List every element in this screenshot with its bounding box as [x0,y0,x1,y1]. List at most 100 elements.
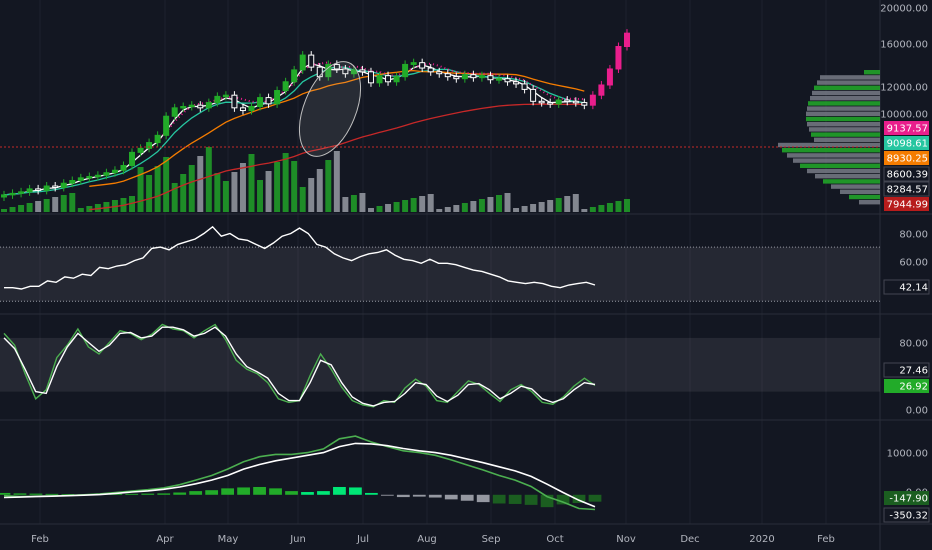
macd-panel[interactable] [0,435,602,511]
volume-bar [393,202,400,212]
macd-histogram-bar [588,494,602,502]
volume-profile-bar [812,90,880,96]
volume-profile-bar [800,163,880,168]
volume-bar [248,154,255,212]
price-panel[interactable] [0,29,880,212]
candle-body [18,191,25,194]
candle-body [205,102,212,109]
volume-bar [197,156,204,212]
macd-histogram-bar [61,494,75,495]
time-tick-label: Dec [680,534,699,545]
macd-value-label: -350.32 [889,511,928,522]
volume-bar [513,208,520,212]
candle-body [470,74,477,79]
macd-histogram-bar [333,486,346,495]
candle-body [385,75,392,83]
volume-profile-bar [817,80,880,85]
candle-body [453,76,460,80]
time-scale[interactable]: Feb Apr May Jun Jul Aug Sep Oct Nov Dec 2020 Feb [31,534,835,545]
volume-bar [137,167,144,212]
volume-bar [163,157,170,212]
rsi-panel[interactable] [0,225,880,302]
candle-body [86,176,93,179]
candle-body [257,97,264,107]
candle-body [52,185,59,189]
candle-body [342,68,349,75]
price-badge-label: 9137.57 [887,124,928,135]
volume-bar [453,205,460,212]
volume-bar [444,207,451,212]
volume-bar [239,163,246,212]
volume-bar [478,199,485,212]
volume-bar [103,202,110,212]
volume-bar [94,204,101,212]
candle-body [530,88,537,102]
volume-profile-bar [849,194,880,200]
price-badge [884,121,929,135]
volume-profile-bar [820,75,880,80]
candle-body [350,69,357,75]
macd-histogram-bar [508,494,522,504]
candle-body [77,177,84,181]
volume-bar [180,174,187,212]
volume-bar [470,201,477,212]
candle-body [103,172,110,176]
price-scale[interactable]: 20000.00 16000.00 12000.00 10000.00 9137.57 9… [880,4,930,523]
rsi-tick-label: 60.00 [899,258,928,269]
macd-histogram-bar [173,492,187,495]
macd-histogram-bar [45,493,59,495]
volume-profile-bar [807,168,880,174]
volume-bar [461,203,468,212]
candle-body [427,67,434,73]
macd-value-badge [884,491,929,505]
candle-body [444,73,451,78]
volume-bar [214,173,221,212]
candle-body [129,151,136,166]
volume-bar [333,151,340,212]
candle-body [316,66,323,78]
macd-histogram-bar [396,494,410,498]
candle-body [308,54,315,68]
volume-profile-bar [782,148,880,153]
volume-bar [564,196,571,212]
time-tick-label: May [218,534,239,545]
stochastic-panel[interactable] [0,323,880,408]
macd-histogram-bar [524,494,538,505]
price-tick-label: 12000.00 [880,83,928,94]
candle-body [376,75,383,84]
volume-bar [427,194,434,212]
price-tick-label: 10000.00 [880,110,928,121]
volume-profile-bar [814,85,880,90]
volume-bar [146,175,153,212]
volume-bar [291,161,298,212]
volume-profile-bar [864,70,880,75]
candle-body [504,78,511,83]
volume-profile-bar [807,122,880,127]
volume-bar [598,205,605,212]
candle-body [188,104,195,108]
volume-profile-bar [809,127,880,132]
macd-histogram-bar [125,493,139,495]
volume-profile-bar [840,189,880,194]
candle-body [513,81,520,85]
macd-histogram-bar [269,488,282,495]
candle-body [402,63,409,78]
rsi-band [0,247,880,302]
candle-body [589,94,596,106]
volume-bar [205,147,212,212]
candle-body [146,142,153,149]
macd-value-label: -147.90 [889,494,928,505]
volume-profile-bar [807,106,880,111]
volume-bar [410,198,417,212]
volume-bar [589,207,596,212]
price-tick-label: 20000.00 [880,4,928,15]
volume-bar [257,180,264,212]
candle-body [436,71,443,75]
grid [39,0,827,524]
candle-body [282,81,289,92]
stoch-tick-label: 80.00 [899,339,928,350]
volume-bar [77,208,84,212]
stoch-value-badge [883,362,930,378]
volume-profile-bar [831,184,880,189]
